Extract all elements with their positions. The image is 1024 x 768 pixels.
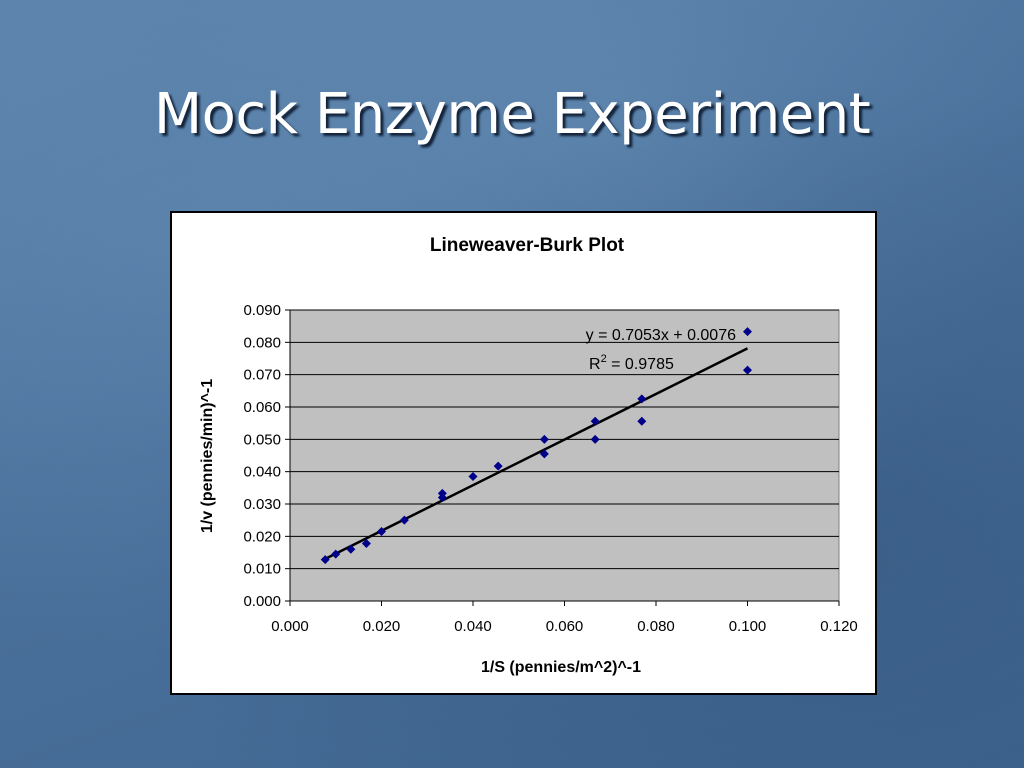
data-point	[320, 555, 330, 565]
data-point	[331, 549, 341, 559]
chart-container: Lineweaver-Burk Plot 0.000 0.020 0.040 0.06…	[170, 211, 877, 695]
plot-area	[289, 309, 840, 602]
y-tick-label: 0.020	[243, 528, 281, 545]
x-tick-label: 0.060	[546, 618, 584, 635]
data-point	[590, 416, 600, 426]
r-squared-sup: 2	[601, 353, 607, 365]
lineweaver-burk-chart: Lineweaver-Burk Plot 0.000 0.020 0.040 0.06…	[199, 235, 858, 676]
data-point	[399, 515, 409, 525]
x-tick-label: 0.020	[363, 618, 401, 635]
y-tick-label: 0.080	[243, 334, 281, 351]
x-axis-title: 1/S (pennies/m^2)^-1	[481, 659, 641, 676]
r-squared-value: = 0.9785	[607, 356, 674, 373]
data-point	[743, 365, 752, 375]
r-squared-label: R2 = 0.9785	[589, 353, 674, 373]
data-point	[437, 488, 447, 498]
data-point	[361, 538, 371, 548]
y-axis-title: 1/v (pennies/min)^-1	[199, 379, 216, 533]
data-point	[377, 526, 386, 536]
chart-title: Lineweaver-Burk Plot	[430, 235, 625, 256]
y-tick-label: 0.060	[243, 399, 281, 416]
data-point	[346, 544, 356, 554]
y-tick-label: 0.030	[243, 496, 281, 513]
x-tick-label: 0.120	[820, 618, 858, 635]
trendline	[324, 347, 749, 560]
data-point	[493, 461, 503, 471]
r-squared-base: R	[589, 356, 601, 373]
data-point	[637, 394, 647, 404]
data-point	[468, 472, 478, 482]
y-tick-label: 0.000	[243, 593, 281, 610]
data-point	[539, 434, 549, 444]
data-point	[590, 434, 600, 444]
y-tick-label: 0.010	[243, 561, 281, 578]
y-tick-label: 0.040	[243, 464, 281, 481]
x-tick-label: 0.000	[271, 618, 309, 635]
y-tick-label: 0.070	[243, 367, 281, 384]
trendline-equation: y = 0.7053x + 0.0076	[586, 327, 736, 344]
data-point	[637, 416, 647, 426]
slide-title: Mock Enzyme Experiment	[153, 82, 871, 147]
data-point	[539, 449, 549, 459]
y-tick-label: 0.090	[243, 302, 281, 319]
x-tick-label: 0.100	[729, 618, 767, 635]
x-tick-label: 0.040	[454, 618, 492, 635]
x-tick-label: 0.080	[637, 618, 675, 635]
y-tick-label: 0.050	[243, 431, 281, 448]
data-point	[743, 327, 752, 337]
